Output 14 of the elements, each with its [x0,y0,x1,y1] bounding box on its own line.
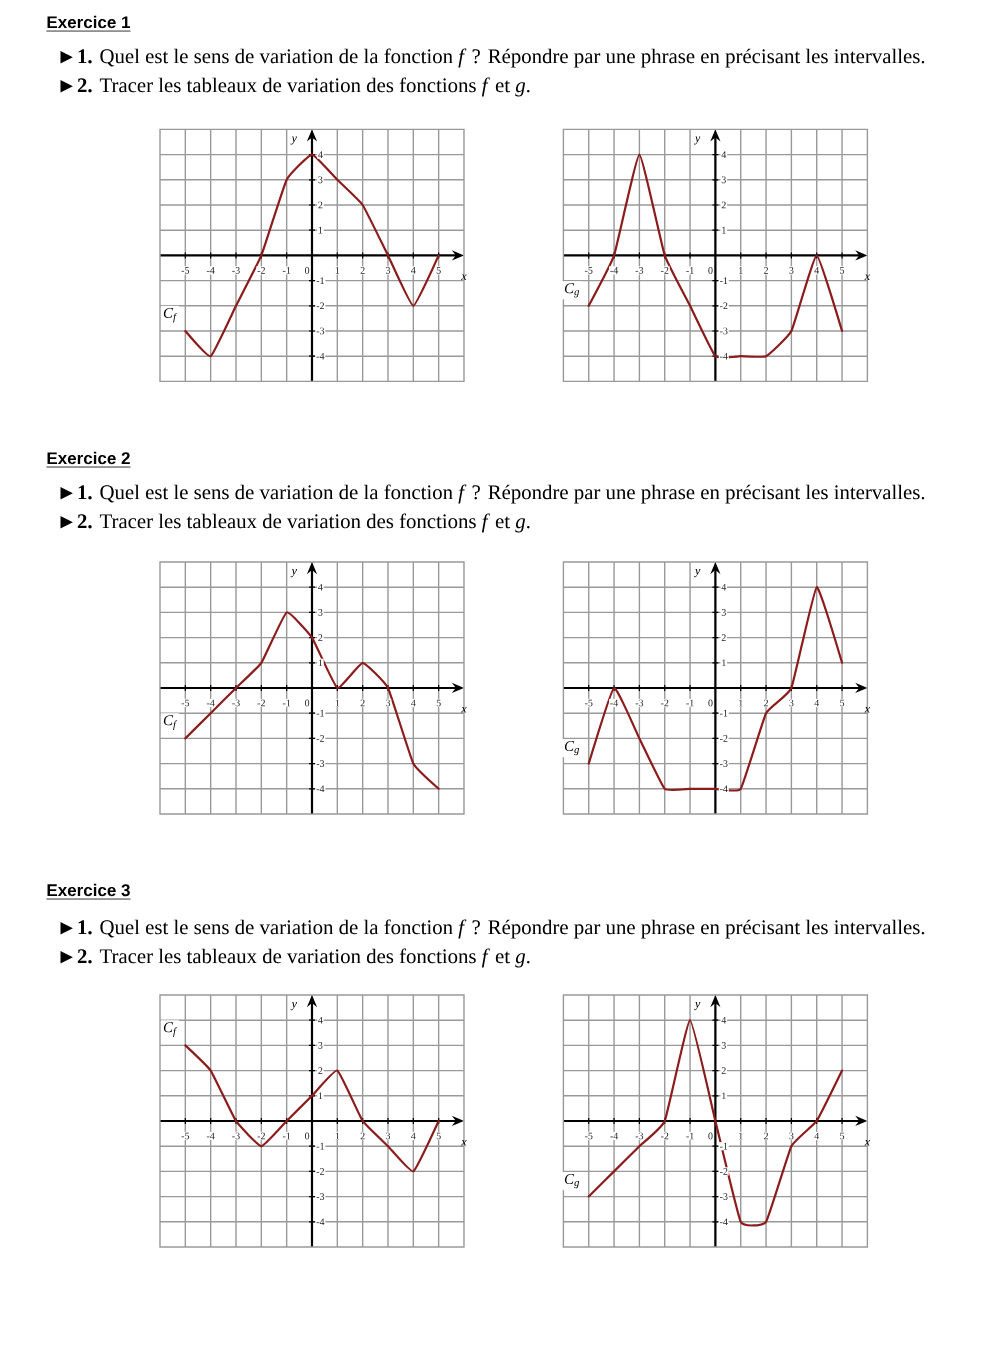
line-series [587,586,844,792]
text: ►1. Quel est le sens de variation de la fonction f ? Répondre par une phrase en précisant les intervalles. [60,48,925,68]
text: ►2. Tracer les tableaux de variation des fonctions f et g. [60,513,530,533]
text: ►1. Quel est le sens de variation de la fonction f ? Répondre par une phrase en précisant les intervalles. [60,919,925,939]
chart-title: Exercice 2 [47,451,130,465]
text: ►2. Tracer les tableaux de variation des fonctions f et g. [60,77,530,97]
text: ►2. Tracer les tableaux de variation des fonctions f et g. [60,948,530,968]
chart-title: Exercice 1 [47,15,131,29]
line-series [184,1044,440,1173]
text: ►1. Quel est le sens de variation de la fonction f ? Répondre par une phrase en précisant les intervalles. [60,484,925,504]
line-series [184,153,440,358]
chart-title: Exercice 3 [47,883,130,897]
line-series [587,153,844,359]
line-series [184,611,440,790]
